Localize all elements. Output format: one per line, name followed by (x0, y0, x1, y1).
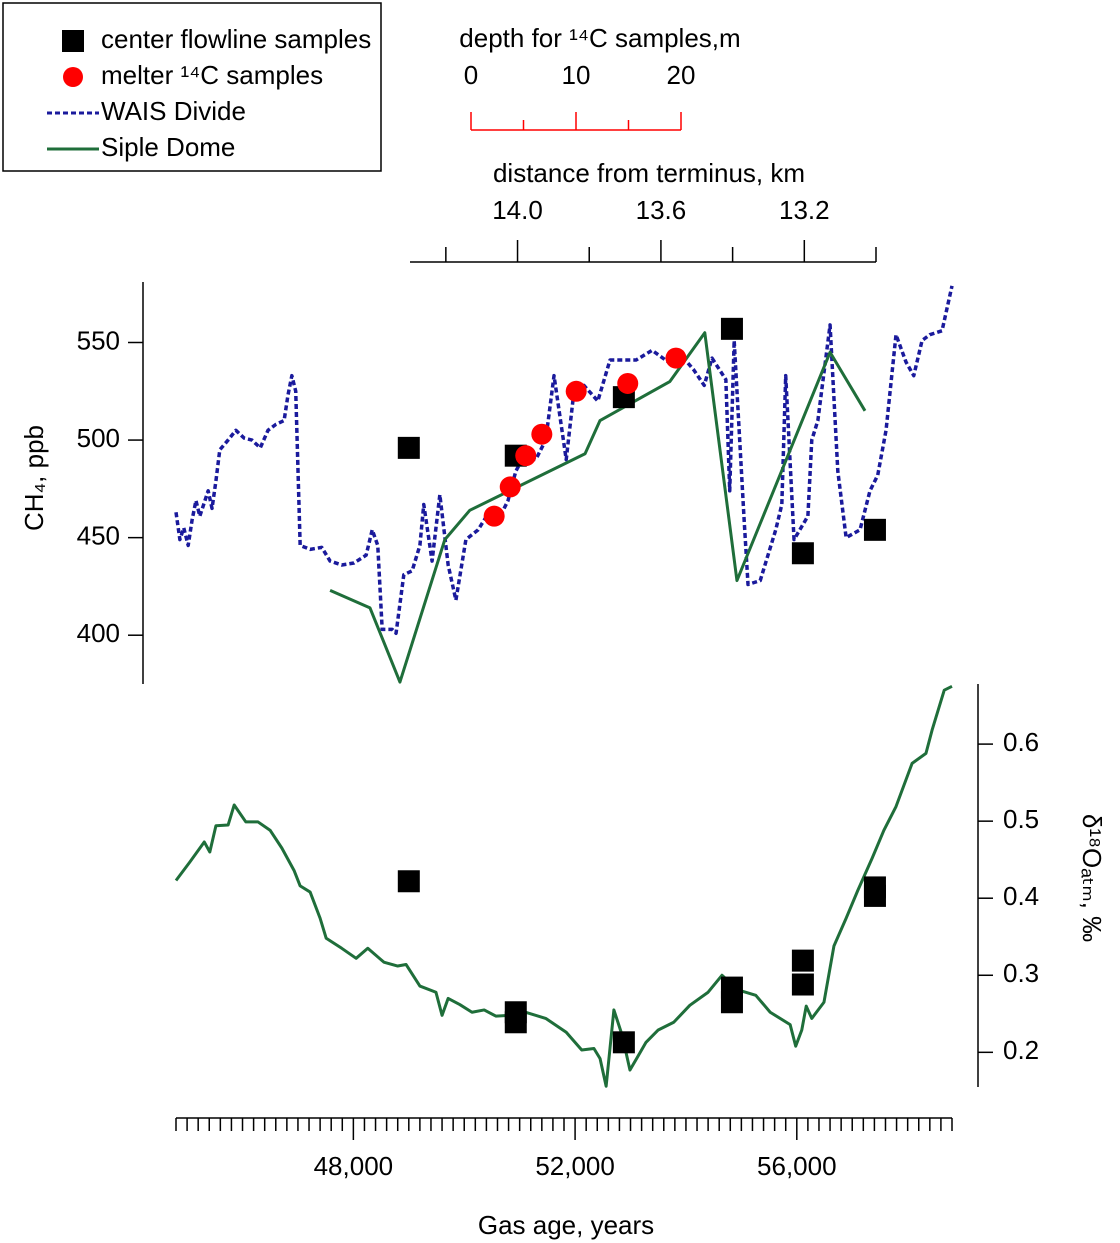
x2-tick-label: 14.0 (492, 195, 543, 225)
x-tick-label: 56,000 (757, 1151, 837, 1181)
x3-axis-title: depth for ¹⁴C samples,m (459, 23, 740, 53)
data-point (791, 949, 814, 972)
data-point (791, 542, 814, 565)
y-tick-label: 550 (77, 325, 120, 355)
x2-tick-label: 13.6 (636, 195, 687, 225)
y-tick-label: 400 (77, 618, 120, 648)
y2-tick-label: 0.6 (1003, 727, 1039, 757)
data-point (515, 445, 537, 467)
legend-label: Siple Dome (101, 132, 235, 162)
y2-tick-label: 0.2 (1003, 1035, 1039, 1065)
y2-tick-label: 0.3 (1003, 958, 1039, 988)
x3-tick-label: 10 (562, 60, 591, 90)
x2-tick-label: 13.2 (779, 195, 830, 225)
data-point (565, 380, 587, 402)
x-tick-label: 52,000 (535, 1151, 615, 1181)
legend-marker (62, 30, 84, 52)
data-point (863, 884, 886, 907)
data-line (174, 684, 953, 1088)
data-point (863, 518, 886, 541)
data-point (397, 436, 420, 459)
y2-tick-label: 0.4 (1003, 881, 1039, 911)
data-point (531, 423, 553, 445)
y-axis-title: CH₄, ppb (19, 425, 49, 531)
legend-label: center flowline samples (101, 24, 371, 54)
legend-marker (63, 67, 83, 87)
data-line (329, 331, 867, 684)
data-point (612, 1031, 635, 1054)
y-tick-label: 500 (77, 423, 120, 453)
data-point (617, 372, 639, 394)
data-point (483, 505, 505, 527)
data-point (504, 1011, 527, 1034)
y2-tick-label: 0.5 (1003, 804, 1039, 834)
y-tick-label: 450 (77, 521, 120, 551)
data-line (174, 285, 954, 636)
data-point (791, 973, 814, 996)
data-point (720, 317, 743, 340)
x3-tick-label: 20 (667, 60, 696, 90)
data-point (499, 476, 521, 498)
x-axis-title: Gas age, years (478, 1210, 654, 1240)
legend-label: WAIS Divide (101, 96, 246, 126)
data-point (397, 870, 420, 893)
x3-tick-label: 0 (464, 60, 478, 90)
x2-axis-title: distance from terminus, km (493, 158, 805, 188)
y2-axis-title: δ¹⁸Oₐₜₘ, ‰ (1077, 814, 1107, 942)
x-tick-label: 48,000 (314, 1151, 394, 1181)
data-point (720, 991, 743, 1014)
data-point (665, 347, 687, 369)
legend-label: melter ¹⁴C samples (101, 60, 323, 90)
